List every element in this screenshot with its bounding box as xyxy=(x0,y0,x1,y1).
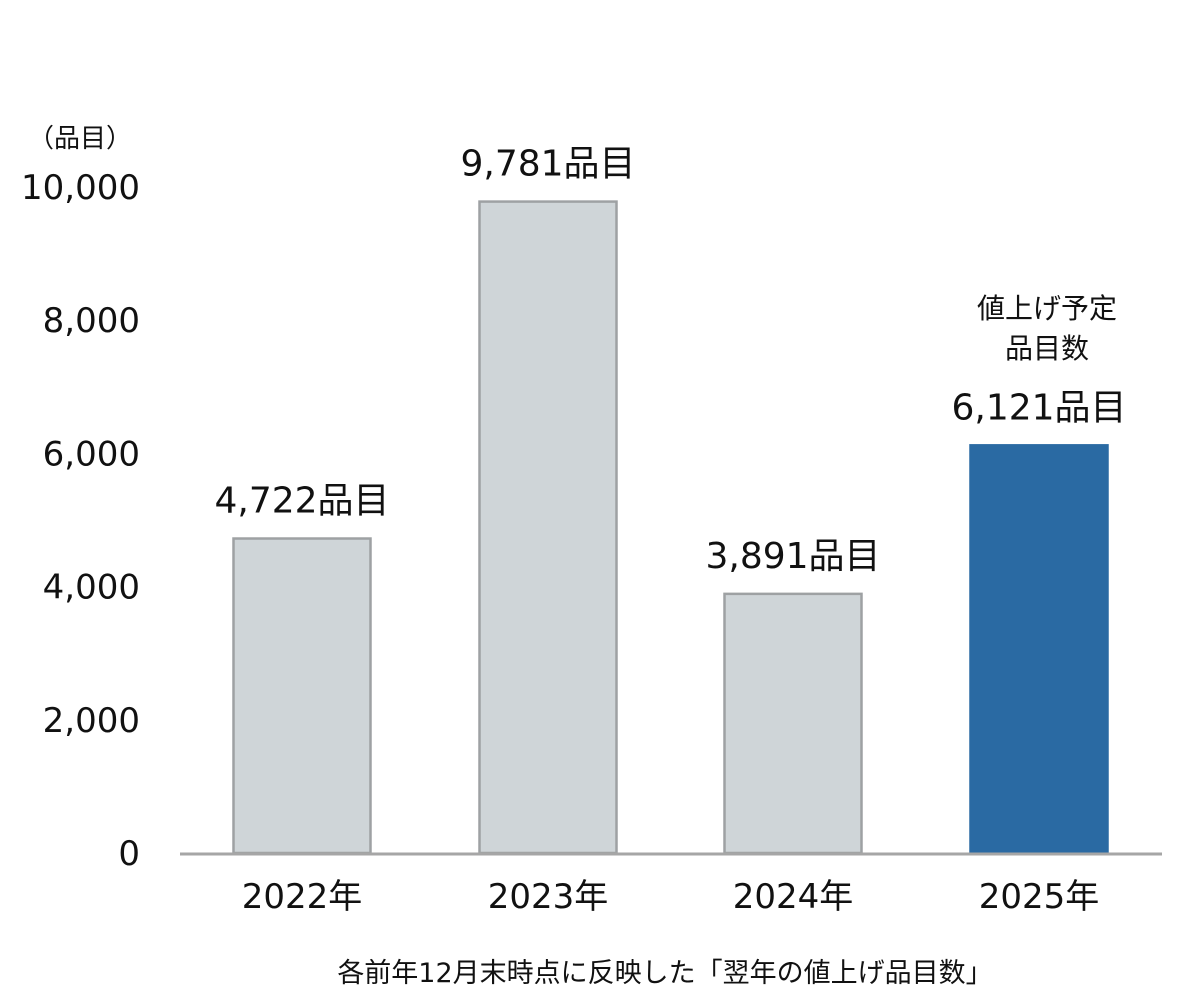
bar-2023年 xyxy=(478,200,618,855)
data-labels: 4,722品目 9,781品目 3,891品目 6,121品目 xyxy=(214,144,1126,577)
y-tick-label: 2,000 xyxy=(43,701,140,741)
y-tick-label: 6,000 xyxy=(43,434,140,474)
y-axis: 0 2,000 4,000 6,000 8,000 10,000 xyxy=(21,168,140,874)
x-tick-label: 2025年 xyxy=(979,877,1100,917)
bar-2025年 xyxy=(969,444,1109,855)
annotation: 値上げ予定 品目数 xyxy=(977,292,1117,365)
x-tick-label: 2024年 xyxy=(733,877,854,917)
bars xyxy=(232,200,1109,855)
annotation-line-1: 値上げ予定 xyxy=(977,292,1117,325)
x-axis: 2022年 2023年 2024年 2025年 xyxy=(180,852,1162,917)
data-label: 6,121品目 xyxy=(951,387,1126,428)
y-tick-label: 0 xyxy=(118,834,140,874)
data-label: 4,722品目 xyxy=(214,481,389,522)
data-label: 9,781品目 xyxy=(460,144,635,185)
x-tick-label: 2023年 xyxy=(488,877,609,917)
y-unit-label: （品目） xyxy=(28,124,132,154)
footnote: 各前年12月末時点に反映した「翌年の値上げ品目数」 xyxy=(337,958,992,989)
x-tick-label: 2022年 xyxy=(242,877,363,917)
annotation-line-2: 品目数 xyxy=(1005,332,1089,365)
data-label: 3,891品目 xyxy=(705,536,880,577)
bar-2022年 xyxy=(232,537,372,855)
y-tick-label: 8,000 xyxy=(43,301,140,341)
bar-2024年 xyxy=(723,592,863,855)
y-tick-label: 10,000 xyxy=(21,168,140,208)
y-tick-label: 4,000 xyxy=(43,568,140,608)
